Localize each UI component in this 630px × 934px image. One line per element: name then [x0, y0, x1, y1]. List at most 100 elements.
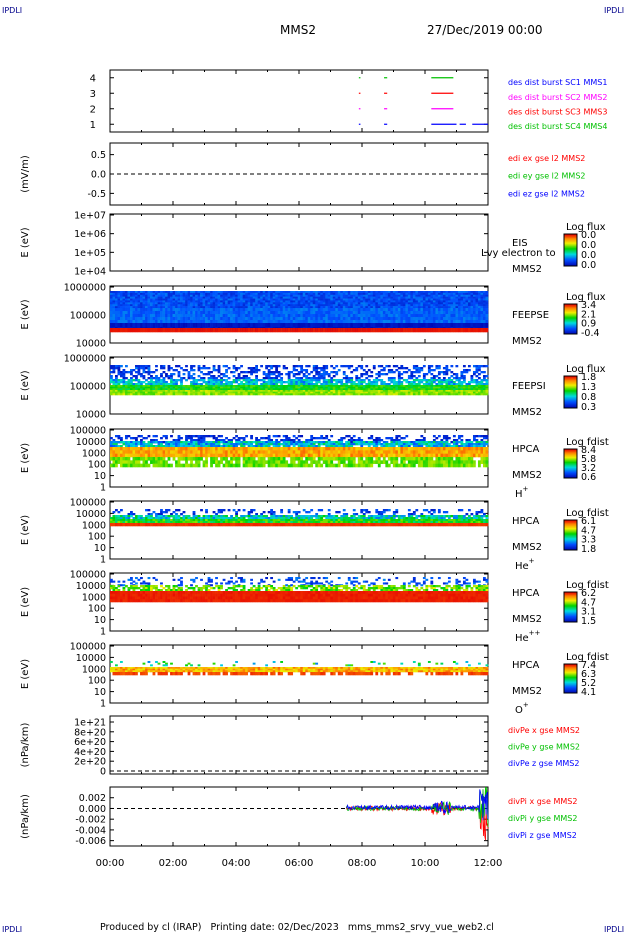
feepsi-spectrogram-cell: [167, 365, 171, 368]
feepse-spectrogram-cell: [160, 304, 163, 307]
feepse-spectrogram-cell: [212, 314, 216, 318]
feepse-spectrogram-cell: [452, 306, 456, 309]
feepsi-spectrogram-cell: [125, 385, 128, 387]
feepsi-spectrogram-cell: [240, 365, 243, 368]
feepsi-spectrogram-cell: [232, 367, 236, 370]
feepsi-spectrogram-cell: [170, 386, 173, 389]
feepsi-spectrogram-cell: [440, 390, 444, 392]
feepse-spectrogram-cell: [165, 314, 168, 318]
feepse-spectrogram-cell: [145, 323, 148, 328]
feepsi-spectrogram-cell: [190, 377, 193, 380]
feepsi-spectrogram-cell: [292, 388, 296, 391]
feepsi-spectrogram-cell: [467, 390, 471, 392]
feepse-spectrogram-cell: [427, 306, 431, 309]
feepse-spectrogram-cell: [397, 317, 401, 321]
feepse-spectrogram-cell: [475, 306, 479, 309]
feepsi-spectrogram-cell: [387, 390, 391, 392]
feepse-spectrogram-cell: [442, 328, 446, 333]
feepsi-spectrogram-cell: [200, 388, 203, 391]
feepse-spectrogram-cell: [235, 300, 238, 303]
feepsi-spectrogram-cell: [282, 388, 286, 391]
feepse-spectrogram-cell: [195, 328, 198, 333]
feepse-spectrogram-cell: [347, 302, 351, 305]
feepsi-spectrogram-cell: [400, 365, 404, 368]
feepse-spectrogram-cell: [365, 304, 369, 307]
feepsi-spectrogram-cell: [222, 386, 226, 389]
feepsi-spectrogram-cell: [447, 393, 451, 396]
feepse-spectrogram-cell: [327, 320, 331, 324]
feepse-spectrogram-cell: [430, 296, 434, 299]
feepse-spectrogram-cell: [470, 314, 474, 318]
feepsi-spectrogram-cell: [280, 373, 284, 376]
feepsi-spectrogram-cell: [275, 381, 279, 384]
feepse-spectrogram-cell: [365, 323, 369, 328]
feepse-spectrogram-cell: [257, 291, 261, 294]
feepse-spectrogram-cell: [142, 296, 146, 299]
feepsi-spectrogram-cell: [225, 381, 228, 384]
feepse-spectrogram-cell: [130, 292, 133, 296]
feepse-spectrogram-cell: [270, 294, 274, 297]
feepse-spectrogram-cell: [432, 292, 436, 296]
feepsi-spectrogram-cell: [427, 381, 431, 384]
feepse-spectrogram-cell: [120, 323, 123, 328]
feepse-spectrogram-cell: [440, 311, 444, 315]
feepsi-colorbar-cell: [564, 380, 577, 383]
feepsi-spectrogram-cell: [175, 388, 178, 391]
feepse-spectrogram-cell: [185, 294, 188, 297]
feepse-colorbar-cell: [564, 308, 577, 310]
feepse-spectrogram-cell: [117, 298, 121, 301]
feepsi-spectrogram-cell: [262, 377, 266, 380]
feepsi-spectrogram-cell: [375, 393, 379, 396]
hpca_h-spectrogram-cell: [125, 435, 128, 438]
feepse-spectrogram-cell: [125, 314, 128, 318]
feepse-spectrogram-cell: [180, 304, 183, 307]
feepsi-spectrogram-cell: [135, 383, 138, 386]
feepsi-spectrogram-cell: [130, 391, 133, 394]
eis-colorbar-cell: [564, 260, 577, 262]
feepsi-spectrogram-cell: [400, 391, 404, 394]
feepsi-spectrogram-cell: [147, 383, 151, 386]
feepse-spectrogram-cell: [217, 304, 221, 307]
feepse-spectrogram-cell: [392, 291, 396, 294]
feepse-spectrogram-cell: [290, 294, 294, 297]
feepse-spectrogram-cell: [210, 328, 213, 333]
feepsi-spectrogram-cell: [432, 375, 436, 378]
feepsi-spectrogram-cell: [415, 383, 419, 386]
feepse-spectrogram-cell: [112, 300, 116, 303]
feepse-spectrogram-cell: [387, 291, 391, 294]
feepsi-spectrogram-cell: [317, 388, 321, 391]
feepse-spectrogram-cell: [337, 294, 341, 297]
feepse-spectrogram-cell: [280, 308, 284, 312]
feepse-spectrogram-cell: [387, 311, 391, 315]
feepse-spectrogram-cell: [210, 296, 213, 299]
hpca_h-spectrogram-cell: [120, 463, 123, 468]
feepse-spectrogram-cell: [215, 311, 218, 315]
feepsi-spectrogram-cell: [367, 391, 371, 394]
feepsi-spectrogram-cell: [447, 391, 451, 394]
feepse-spectrogram-cell: [270, 311, 274, 315]
feepsi-spectrogram-cell: [350, 381, 354, 384]
feepsi-spectrogram-cell: [357, 391, 361, 394]
feepsi-spectrogram-cell: [225, 379, 228, 382]
hpca_h-spectrogram-cell: [147, 447, 151, 451]
feepse-spectrogram-cell: [320, 328, 324, 333]
feepse-spectrogram-cell: [422, 294, 426, 297]
feepse-spectrogram-cell: [110, 304, 113, 307]
feepse-spectrogram-cell: [292, 314, 296, 318]
hpca_h-colorbar-cell: [564, 458, 577, 460]
feepse-spectrogram-cell: [265, 300, 269, 303]
feepsi-spectrogram-cell: [380, 381, 384, 384]
feepse-spectrogram-cell: [402, 304, 406, 307]
feepsi-spectrogram-cell: [457, 391, 461, 394]
feepsi-spectrogram-cell: [115, 390, 118, 392]
feepse-spectrogram-cell: [330, 314, 334, 318]
feepsi-spectrogram-cell: [305, 371, 309, 374]
feepse-spectrogram-cell: [287, 294, 291, 297]
feepsi-spectrogram-cell: [375, 386, 379, 389]
feepse-spectrogram-cell: [305, 302, 309, 305]
feepse-spectrogram-cell: [112, 292, 116, 296]
feepse-spectrogram-cell: [225, 317, 228, 321]
feepsi-spectrogram-cell: [372, 390, 376, 392]
hpca_h-colorbar-cell: [564, 453, 577, 455]
feepse-spectrogram-cell: [452, 300, 456, 303]
